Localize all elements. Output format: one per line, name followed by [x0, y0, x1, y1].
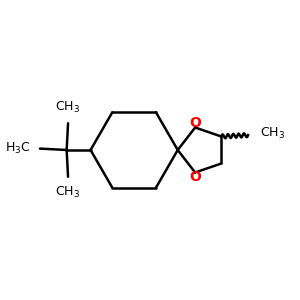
- Text: O: O: [189, 116, 201, 130]
- Text: CH$_3$: CH$_3$: [56, 184, 81, 200]
- Text: O: O: [189, 170, 201, 184]
- Text: H$_3$C: H$_3$C: [4, 141, 30, 156]
- Text: CH$_3$: CH$_3$: [260, 126, 285, 141]
- Text: CH$_3$: CH$_3$: [56, 100, 81, 116]
